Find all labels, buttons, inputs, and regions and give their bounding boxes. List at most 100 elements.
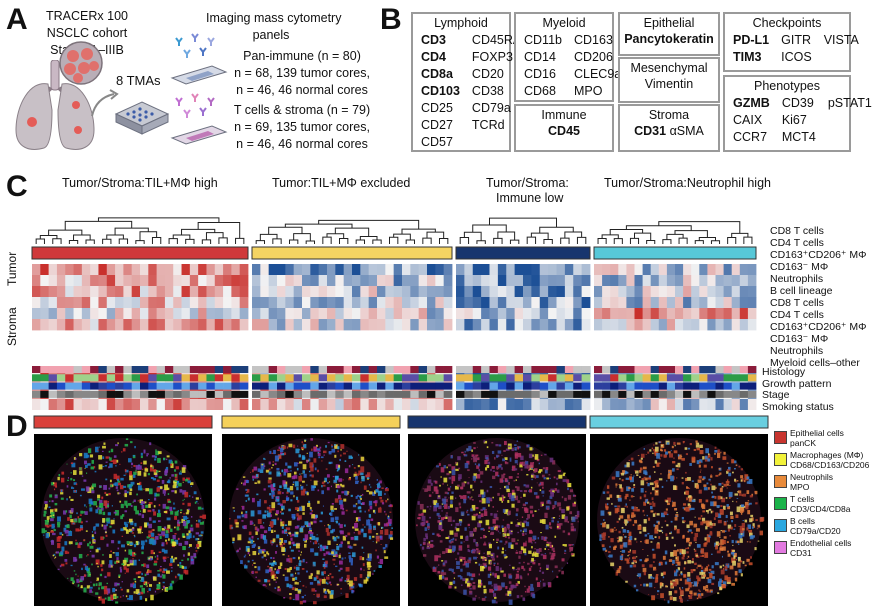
- tma-pixel: [426, 546, 431, 550]
- tma-pixel: [135, 571, 140, 575]
- tma-pixel: [302, 456, 306, 460]
- tma-pixel: [686, 477, 691, 481]
- tma-pixel: [505, 556, 508, 558]
- tma-pixel: [271, 466, 273, 469]
- annotation-cell: [32, 374, 41, 382]
- tma-pixel: [475, 595, 477, 598]
- tma-pixel: [432, 532, 435, 535]
- tma-pixel: [441, 529, 444, 532]
- tma-pixel: [462, 563, 465, 566]
- tma-pixel: [121, 581, 123, 583]
- tma-pixel: [738, 493, 742, 496]
- dendrogram-branch: [472, 224, 507, 233]
- tma-pixel: [517, 539, 519, 541]
- tma-pixel: [102, 518, 106, 523]
- tma-pixel: [280, 521, 285, 527]
- tma-pixel: [425, 533, 428, 537]
- tma-pixel: [548, 490, 552, 492]
- tma-pixel: [168, 532, 170, 534]
- tma-pixel: [139, 579, 142, 582]
- heatmap-cell: [506, 399, 516, 410]
- tma-pixel: [281, 469, 284, 473]
- tma-pixel: [420, 543, 422, 547]
- heatmap-cell: [214, 319, 224, 331]
- annotation-cell: [539, 382, 549, 390]
- heatmap-cell: [427, 275, 436, 287]
- tma-pixel: [106, 588, 111, 594]
- heatmap-cell: [556, 275, 566, 287]
- dendrogram-branch: [662, 239, 672, 244]
- tma-pixel: [186, 533, 189, 536]
- heatmap-cell: [573, 319, 583, 331]
- tma-pixel: [543, 476, 546, 480]
- tma-pixel: [290, 549, 294, 552]
- heatmap-cell: [206, 275, 216, 287]
- annotation-cell: [650, 366, 660, 373]
- annotation-cell: [707, 374, 716, 382]
- tma-pixel: [260, 550, 265, 554]
- tma-pixel: [53, 553, 56, 556]
- heatmap-cell: [98, 297, 108, 309]
- tma-pixel: [540, 532, 542, 534]
- tma-pixel: [181, 467, 186, 473]
- annotation-cell: [115, 366, 124, 373]
- tma-pixel: [294, 576, 298, 580]
- heatmap-cell: [239, 264, 249, 276]
- tma-pixel: [193, 491, 197, 495]
- tma-pixel: [484, 541, 486, 544]
- tma-pixel: [157, 573, 161, 577]
- dendrogram-branch: [405, 239, 415, 244]
- tma-pixel: [119, 500, 122, 503]
- annotation-cell: [707, 390, 716, 398]
- tma-pixel: [742, 520, 745, 522]
- tma-pixel: [449, 581, 453, 586]
- tma-pixel: [460, 511, 465, 516]
- annotation-cell: [115, 374, 124, 382]
- heatmap-cell: [594, 308, 603, 320]
- annotation-cell: [556, 366, 566, 373]
- tma-pixel: [421, 515, 426, 522]
- tma-pixel: [350, 494, 353, 497]
- tma-pixel: [681, 477, 684, 479]
- tma-pixel: [159, 565, 162, 568]
- tma-pixel: [508, 476, 513, 479]
- tma-pixel: [291, 513, 296, 519]
- tma-pixel: [120, 503, 124, 509]
- tma-pixel: [334, 475, 339, 481]
- tma-pixel: [51, 532, 56, 536]
- tma-pixel: [132, 582, 134, 585]
- heatmap-cell: [302, 399, 311, 410]
- tma-pixel: [275, 510, 279, 515]
- heatmap-cell: [335, 308, 345, 320]
- tma-pixel: [469, 497, 472, 500]
- annotation-cell: [81, 390, 91, 398]
- tma-pixel: [717, 450, 720, 453]
- tma-pixel: [257, 519, 262, 524]
- heatmap-cell: [285, 297, 295, 309]
- heatmap-cell: [531, 297, 541, 309]
- tma-pixel: [629, 564, 633, 568]
- heatmap-cell: [747, 264, 757, 276]
- tma-pixel: [630, 474, 632, 476]
- tma-pixel: [195, 523, 200, 528]
- tma-pixel: [352, 464, 354, 466]
- tma-pixel: [521, 532, 524, 535]
- tma-pixel: [101, 586, 105, 590]
- tma-pixel: [166, 517, 171, 521]
- tma-pixel: [125, 595, 128, 598]
- heatmap-cell: [173, 319, 182, 331]
- heatmap-cell: [268, 319, 278, 331]
- tma-pixel: [148, 557, 150, 560]
- tma-pixel: [454, 538, 457, 541]
- tma-pixel: [159, 486, 163, 489]
- heatmap-cell: [581, 286, 591, 298]
- annotation-cell: [173, 390, 182, 398]
- tma-pixel: [511, 447, 514, 452]
- tma-pixel: [464, 450, 466, 453]
- tma-pixel: [633, 559, 637, 563]
- heatmap-cell: [699, 275, 708, 287]
- tma-pixel: [125, 438, 129, 441]
- heatmap-cell: [626, 264, 635, 276]
- heatmap-cell: [173, 399, 182, 410]
- tma-pixel: [91, 534, 94, 537]
